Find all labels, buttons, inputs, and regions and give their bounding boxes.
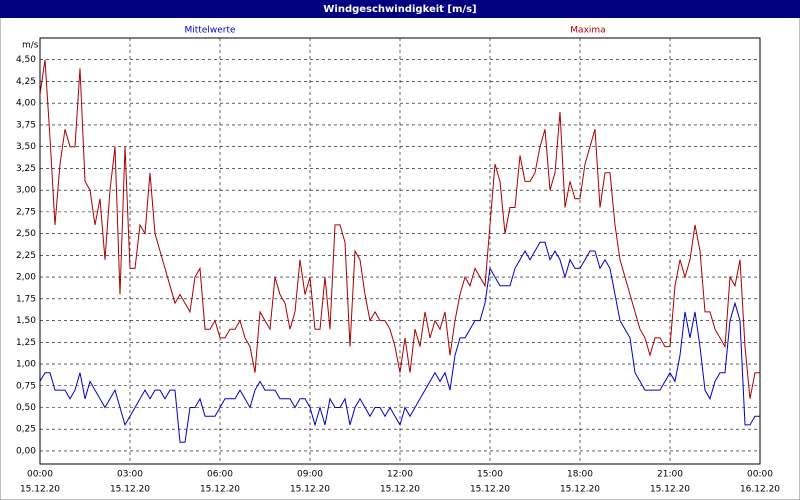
legend-label: Mittelwerte [184,26,235,36]
y-tick-label: 1,25 [16,338,36,348]
x-tick-label: 15:00 [477,470,503,480]
y-tick-label: 2,25 [16,251,36,261]
x-tick-date: 15.12.20 [380,485,420,495]
x-tick-date: 15.12.20 [290,485,330,495]
y-tick-label: 2,75 [16,207,36,217]
legend-label: Maxima [570,26,605,36]
chart-title: Windgeschwindigkeit [m/s] [323,4,476,15]
y-tick-label: 0,50 [16,403,36,413]
y-tick-label: 1,00 [16,360,36,370]
series-line [39,59,760,399]
x-tick-date: 15.12.20 [20,485,60,495]
x-tick-date: 15.12.20 [560,485,600,495]
series-line [39,241,760,443]
x-tick-label: 03:00 [117,470,143,480]
y-tick-label: 1,50 [16,316,36,326]
x-tick-date: 15.12.20 [110,485,150,495]
x-tick-date: 15.12.20 [470,485,510,495]
x-tick-label: 09:00 [297,470,323,480]
x-tick-label: 21:00 [657,470,683,480]
x-tick-label: 06:00 [207,470,233,480]
x-tick-date: 15.12.20 [200,485,240,495]
x-tick-label: 12:00 [387,470,413,480]
y-tick-label: 4,25 [16,77,36,87]
x-tick-label: 00:00 [747,470,773,480]
x-tick-label: 00:00 [27,470,53,480]
y-axis-label: m/s [22,41,39,51]
y-tick-label: 0,00 [16,446,36,456]
y-tick-label: 3,25 [16,164,36,174]
y-tick-label: 4,50 [16,55,36,65]
y-tick-label: 0,25 [16,425,36,435]
x-tick-date: 15.12.20 [650,485,690,495]
title-bar [0,0,800,18]
y-tick-label: 2,00 [16,273,36,283]
y-tick-label: 3,00 [16,186,36,196]
y-tick-label: 0,75 [16,381,36,391]
y-tick-label: 3,75 [16,120,36,130]
y-tick-label: 1,75 [16,294,36,304]
x-tick-label: 18:00 [567,470,593,480]
y-tick-label: 2,50 [16,229,36,239]
y-tick-label: 3,50 [16,142,36,152]
x-tick-date: 16.12.20 [740,485,780,495]
y-tick-label: 4,00 [16,99,36,109]
